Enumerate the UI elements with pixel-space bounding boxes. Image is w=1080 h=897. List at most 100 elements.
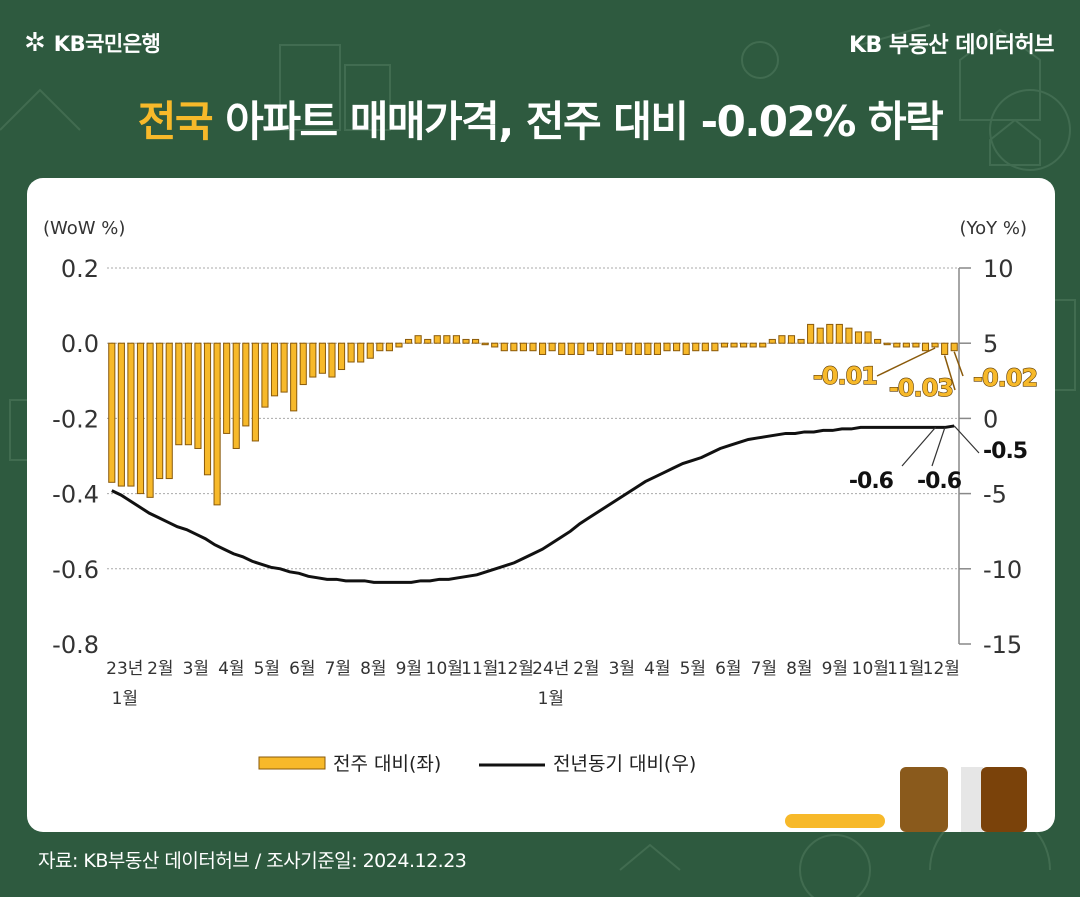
chart: (WoW %) (YoY %) 0.2 0.0 -0.2 -0.4 -0.6 -0.8 10 5 0… bbox=[43, 218, 1039, 832]
bar bbox=[184, 342, 192, 446]
bar bbox=[462, 338, 470, 344]
decoration-block bbox=[981, 767, 1027, 832]
bar bbox=[481, 342, 489, 346]
bar bbox=[203, 342, 212, 476]
bar bbox=[175, 342, 183, 446]
left-tick-label: -0.8 bbox=[52, 631, 99, 659]
bar bbox=[117, 342, 125, 487]
title-rest: 아파트 매매가격, 전주 대비 -0.02% 하락 bbox=[212, 97, 944, 146]
bar bbox=[558, 342, 566, 355]
x-tick-label: 8월 bbox=[360, 659, 386, 679]
x-tick-label: 6월 bbox=[289, 659, 315, 679]
bar bbox=[309, 342, 317, 378]
legend-bar-swatch bbox=[258, 756, 326, 770]
bar bbox=[500, 342, 508, 352]
bar bbox=[452, 335, 460, 344]
x-tick-label: 12월 bbox=[497, 659, 534, 679]
bar bbox=[768, 338, 776, 344]
line-annotation-label: -0.6 bbox=[917, 469, 962, 494]
bar bbox=[328, 342, 336, 378]
x-tick-label: 5월 bbox=[680, 659, 706, 679]
x-tick-label: 9월 bbox=[396, 659, 422, 679]
bar bbox=[749, 342, 757, 348]
bar bbox=[778, 335, 786, 344]
bar bbox=[854, 331, 863, 344]
x-tick-label: 23년 bbox=[106, 659, 143, 679]
bar bbox=[826, 323, 834, 344]
bar bbox=[682, 342, 690, 355]
bar bbox=[615, 342, 623, 352]
x-tick-label: 2월 bbox=[573, 659, 599, 679]
bar bbox=[874, 338, 882, 344]
x-tick-label: 5월 bbox=[254, 659, 280, 679]
bar bbox=[577, 342, 585, 355]
bar bbox=[414, 335, 422, 344]
bar bbox=[251, 342, 259, 442]
bar bbox=[127, 342, 135, 487]
x-tick-label: 11월 bbox=[887, 659, 924, 679]
bar bbox=[912, 342, 920, 348]
x-tick-label: 4월 bbox=[644, 659, 670, 679]
bar bbox=[491, 342, 499, 348]
decoration-block bbox=[900, 767, 948, 832]
bar bbox=[692, 342, 700, 352]
bar bbox=[730, 342, 738, 348]
bar bbox=[318, 342, 326, 374]
bar bbox=[539, 342, 547, 355]
bar bbox=[299, 342, 307, 386]
x-tick-label: 3월 bbox=[609, 659, 635, 679]
x-tick-label: 1월 bbox=[538, 689, 564, 709]
bar bbox=[347, 342, 355, 363]
bar bbox=[270, 342, 279, 397]
bar-annotation-label: -0.02 bbox=[973, 364, 1037, 392]
bar bbox=[337, 342, 346, 371]
bar bbox=[519, 342, 527, 352]
bar bbox=[290, 342, 298, 412]
bar bbox=[165, 342, 173, 480]
title-highlight: 전국 bbox=[137, 97, 214, 146]
x-tick-label: 12월 bbox=[923, 659, 960, 679]
x-tick-label: 9월 bbox=[822, 659, 848, 679]
bar bbox=[586, 342, 594, 352]
bar-annotation-label: -0.01 bbox=[813, 362, 877, 390]
bar-annotation-leader bbox=[943, 355, 956, 391]
left-tick-label: 0.2 bbox=[61, 255, 99, 283]
bar bbox=[653, 342, 662, 355]
bar bbox=[529, 342, 537, 352]
bar bbox=[223, 342, 231, 434]
x-tick-label: 1월 bbox=[112, 689, 138, 709]
bar bbox=[740, 342, 748, 348]
bar bbox=[443, 335, 451, 344]
left-tick-label: 0.0 bbox=[61, 330, 99, 358]
bar bbox=[644, 342, 652, 355]
bar bbox=[366, 342, 374, 359]
bar bbox=[596, 342, 604, 355]
bar bbox=[433, 335, 441, 344]
bar bbox=[701, 342, 709, 352]
right-tick-label: 10 bbox=[983, 255, 1014, 283]
bar bbox=[194, 342, 202, 449]
bar bbox=[606, 342, 614, 355]
bar bbox=[625, 342, 633, 355]
left-tick-label: -0.4 bbox=[52, 481, 99, 509]
x-tick-label: 6월 bbox=[715, 659, 741, 679]
decoration-bar bbox=[785, 814, 885, 828]
x-tick-label: 2월 bbox=[147, 659, 173, 679]
bar-annotation-leader bbox=[876, 347, 936, 377]
bar bbox=[931, 342, 939, 348]
bar bbox=[156, 342, 164, 480]
bar bbox=[357, 342, 365, 363]
bar bbox=[472, 338, 480, 344]
bar bbox=[213, 342, 221, 506]
kb-bank-logo: ✲ KB국민은행 bbox=[24, 28, 161, 58]
logo-text: KB국민은행 bbox=[53, 32, 161, 56]
bar bbox=[548, 342, 556, 352]
chart-card: (WoW %) (YoY %) 0.2 0.0 -0.2 -0.4 -0.6 -0.8 10 5 0… bbox=[27, 178, 1055, 832]
line-annotation-leader bbox=[901, 427, 936, 467]
right-tick-label: -15 bbox=[983, 631, 1022, 659]
legend-line-label: 전년동기 대비(우) bbox=[553, 753, 696, 775]
kb-star-icon: ✲ bbox=[24, 28, 46, 58]
right-tick-label: 5 bbox=[983, 330, 998, 358]
x-tick-label: 10월 bbox=[426, 659, 463, 679]
bar bbox=[663, 342, 671, 352]
